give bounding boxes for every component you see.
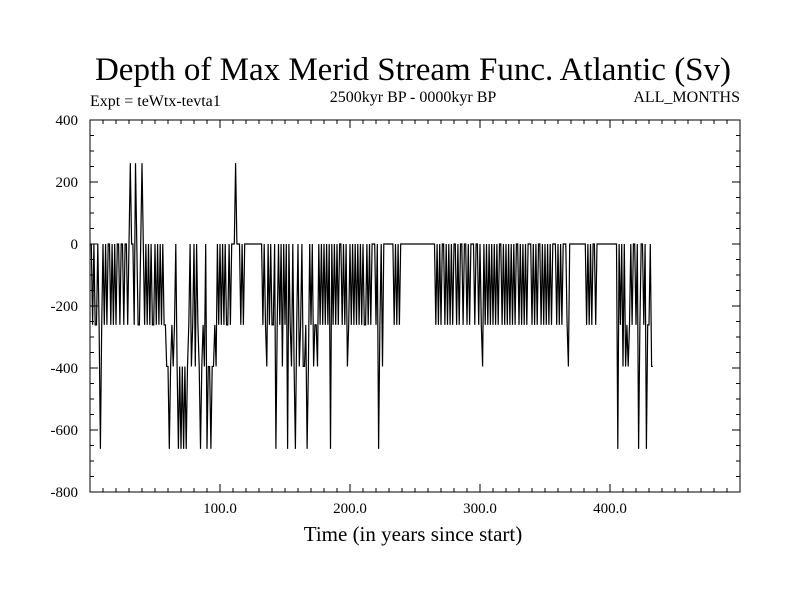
y-tick-label: 200 [56, 175, 79, 191]
x-tick-label: 100.0 [203, 501, 237, 517]
minor-ticks [90, 120, 740, 492]
y-tick-label: -600 [51, 423, 79, 439]
series-line-depth [90, 163, 653, 449]
y-tick-label: 0 [71, 237, 79, 253]
x-axis: 100.0 200.0 300.0 400.0 [203, 120, 627, 517]
time-range-label: 2500kyr BP - 0000kyr BP [330, 89, 497, 106]
plot-border [89, 119, 741, 493]
y-tick-label: -200 [51, 299, 79, 315]
chart-title: Depth of Max Merid Stream Func. Atlantic… [95, 52, 731, 88]
y-tick-label: 400 [56, 113, 79, 129]
x-tick-label: 400.0 [593, 501, 627, 517]
x-tick-label: 300.0 [463, 501, 497, 517]
y-tick-label: -400 [51, 361, 79, 377]
x-axis-title: Time (in years since start) [304, 522, 523, 546]
plot-frame [89, 119, 741, 493]
x-tick-label: 200.0 [333, 501, 367, 517]
y-tick-label: -800 [51, 485, 79, 501]
months-label: ALL_MONTHS [633, 89, 740, 106]
experiment-label: Expt = teWtx-tevta1 [90, 93, 221, 110]
